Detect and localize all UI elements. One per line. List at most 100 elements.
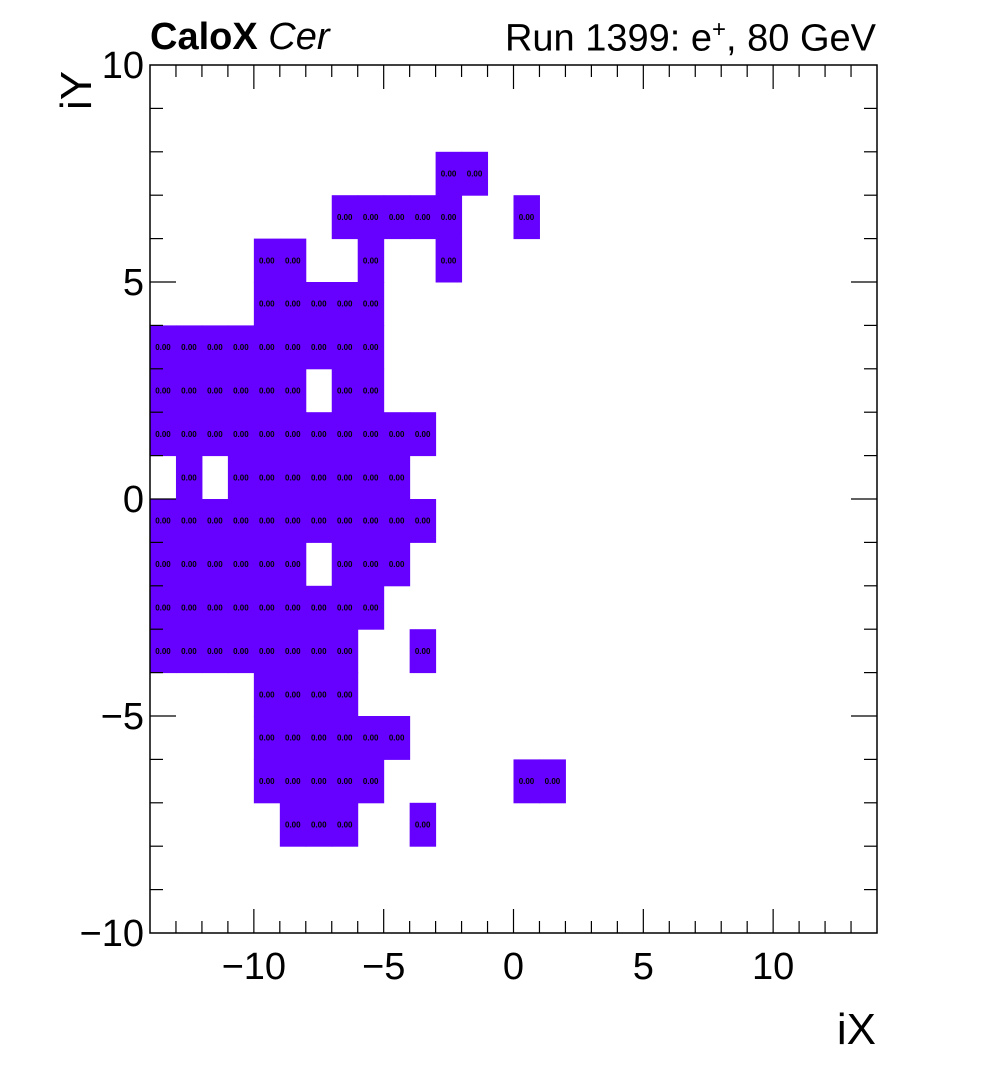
cell-value-label: 0.00: [285, 647, 301, 656]
heatmap-cell: [227, 499, 255, 543]
cell-value-label: 0.00: [233, 604, 249, 613]
cell-value-label: 0.00: [181, 604, 197, 613]
heatmap-cell: [253, 629, 281, 674]
heatmap-cell: [331, 325, 359, 370]
heatmap-cell: [331, 412, 359, 457]
heatmap-cell: [331, 672, 359, 717]
heatmap-cell: [253, 455, 281, 500]
axis-ticks: [150, 65, 877, 933]
heatmap-cell: [305, 629, 333, 674]
heatmap-cell: [331, 802, 359, 847]
cell-value-label: 0.00: [363, 256, 379, 265]
heatmap-cell: [357, 282, 385, 326]
cell-value-label: 0.00: [207, 604, 223, 613]
heatmap-cell: [331, 282, 359, 326]
heatmap-cell: [331, 499, 359, 543]
cell-value-label: 0.00: [285, 387, 301, 396]
heatmap-cell: [227, 325, 255, 370]
heatmap-cell: [253, 542, 281, 587]
heatmap-cell: [150, 629, 177, 674]
heatmap-cell: [279, 238, 307, 283]
cell-value-label: 0.00: [389, 213, 405, 222]
cell-value-label: 0.00: [259, 647, 275, 656]
heatmap-cell: [150, 585, 177, 630]
heatmap-cell: [305, 759, 333, 804]
cell-value-label: 0.00: [415, 821, 431, 830]
chart-title-right: Run 1399: e+, 80 GeV: [505, 16, 876, 61]
title-energy: , 80 GeV: [726, 17, 876, 60]
heatmap-cell: [409, 629, 437, 674]
chart-title-left: CaloX Cer: [150, 16, 330, 59]
heatmap-cell: [201, 542, 229, 587]
heatmap-cell: [150, 499, 177, 543]
cell-value-label: 0.00: [415, 647, 431, 656]
x-tick-label: −5: [362, 946, 405, 988]
heatmap-cell: [279, 759, 307, 804]
cell-value-label: 0.00: [389, 560, 405, 569]
heatmap-cell: [150, 325, 177, 370]
heatmap-cell: [253, 282, 281, 326]
heatmap-cell: [175, 368, 203, 413]
heatmap-cell: [383, 716, 411, 760]
cell-value-label: 0.00: [337, 387, 353, 396]
cell-value-label: 0.00: [337, 690, 353, 699]
cell-value-label: 0.00: [363, 734, 379, 743]
heatmap-cell: [279, 455, 307, 500]
cell-value-label: 0.00: [233, 343, 249, 352]
cell-value-label: 0.00: [259, 517, 275, 526]
cell-value-label: 0.00: [337, 560, 353, 569]
cell-value-label: 0.00: [389, 473, 405, 482]
heatmap-cell: [253, 412, 281, 457]
title-calox: CaloX: [150, 16, 258, 58]
cell-value-label: 0.00: [285, 430, 301, 439]
heatmap-cell: [279, 585, 307, 630]
cell-value-label: 0.00: [311, 430, 327, 439]
cell-value-label: 0.00: [415, 430, 431, 439]
heatmap-cell: [175, 455, 203, 500]
heatmap-cell: [227, 455, 255, 500]
x-tick-label: 5: [633, 946, 654, 988]
title-positron-sup: +: [712, 16, 727, 43]
heatmap-cell: [331, 455, 359, 500]
heatmap-cell: [253, 672, 281, 717]
cell-value-label: 0.00: [259, 256, 275, 265]
cell-value-label: 0.00: [363, 517, 379, 526]
heatmap-cell: [357, 542, 385, 587]
cell-value-label: 0.00: [519, 777, 535, 786]
heatmap-cell: [227, 368, 255, 413]
cell-value-label: 0.00: [363, 343, 379, 352]
cell-value-label: 0.00: [311, 821, 327, 830]
heatmap-cell: [409, 195, 437, 240]
cell-value-label: 0.00: [233, 473, 249, 482]
heatmap-cell: [279, 325, 307, 370]
cell-value-label: 0.00: [363, 604, 379, 613]
title-run: Run 1399: e: [504, 17, 712, 60]
cell-value-label: 0.00: [155, 604, 171, 613]
heatmap-cell: [279, 672, 307, 717]
heatmap-cell: [279, 499, 307, 543]
cell-value-label: 0.00: [207, 560, 223, 569]
heatmap-cell: [409, 412, 437, 457]
heatmap-cell: [331, 195, 359, 240]
cell-value-label: 0.00: [207, 430, 223, 439]
cell-value-label: 0.00: [389, 734, 405, 743]
heatmap-cell: [461, 151, 489, 196]
heatmap-cell: [539, 759, 566, 804]
cell-value-label: 0.00: [415, 517, 431, 526]
heatmap-cell: [279, 412, 307, 457]
cell-value-label: 0.00: [285, 473, 301, 482]
y-axis-title: iY: [52, 70, 101, 110]
cell-value-label: 0.00: [337, 213, 353, 222]
cell-value-label: 0.00: [389, 430, 405, 439]
heatmap-cell: [150, 412, 177, 457]
heatmap-cell: [227, 542, 255, 587]
cell-value-label: 0.00: [233, 430, 249, 439]
cell-value-label: 0.00: [233, 517, 249, 526]
cell-value-label: 0.00: [337, 647, 353, 656]
cell-value-label: 0.00: [259, 430, 275, 439]
heatmap-cell: [201, 629, 229, 674]
cell-value-label: 0.00: [311, 734, 327, 743]
heatmap-cell: [279, 368, 307, 413]
cell-value-label: 0.00: [285, 300, 301, 309]
